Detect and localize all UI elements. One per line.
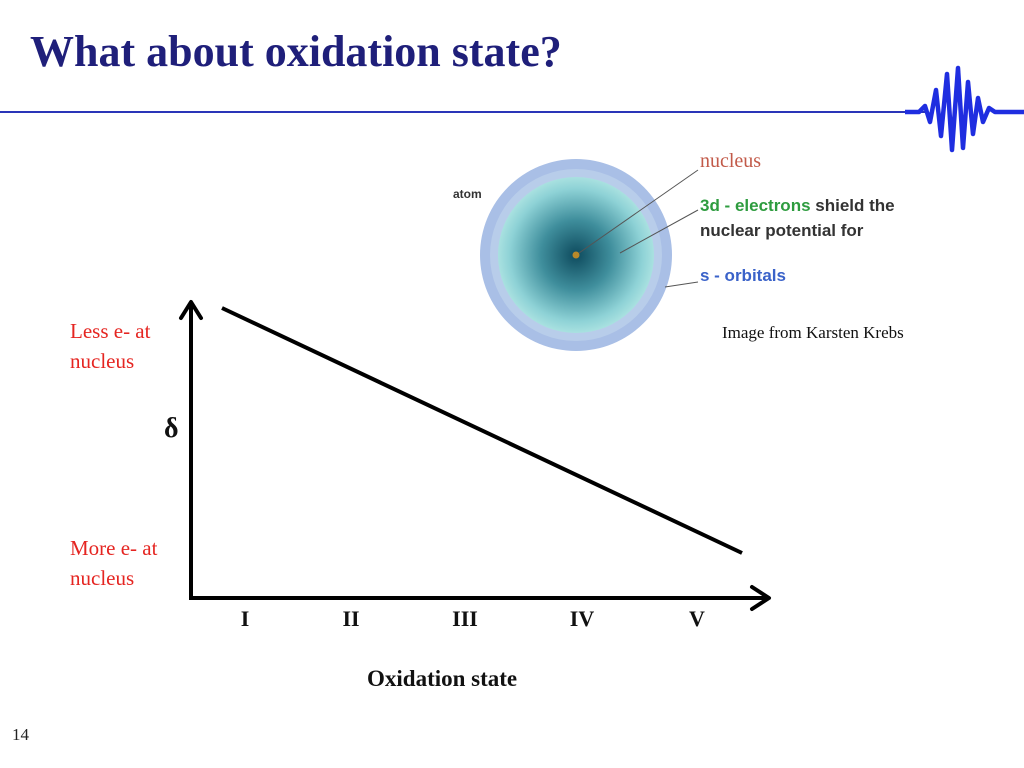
- nucleus-label: nucleus: [700, 150, 762, 172]
- y-axis-top-label: Less e- at nucleus: [70, 319, 151, 373]
- y-axis-arrowhead: [179, 300, 203, 320]
- electrons-label: 3d - electrons: [700, 196, 811, 215]
- y-axis-bottom-label: More e- at nucleus: [70, 536, 158, 590]
- nucleus-dot: [572, 251, 580, 259]
- shield-text-line-2: nuclear potential for: [700, 221, 864, 240]
- title-divider: [0, 111, 926, 113]
- slide-number: 14: [12, 725, 29, 744]
- x-axis-arrowhead: [750, 585, 771, 611]
- shield-text-line-1: 3d - electrons shield the: [700, 196, 895, 216]
- wave-logo-icon: [905, 65, 1024, 153]
- x-axis-title: Oxidation state: [367, 666, 518, 691]
- shield-verb: shield the: [815, 196, 895, 215]
- y-axis-symbol: δ: [164, 413, 179, 444]
- atom-label: atom: [453, 187, 482, 201]
- slide-title: What about oxidation state?: [30, 27, 562, 76]
- x-tick-label: III: [452, 606, 478, 631]
- image-credit: Image from Karsten Krebs: [722, 323, 904, 342]
- x-tick-label: I: [240, 606, 250, 631]
- atom-illustration: [480, 159, 699, 351]
- s-orbitals-label: s - orbitals: [700, 266, 786, 285]
- trend-line: [221, 306, 743, 555]
- x-tick-label: IV: [569, 606, 595, 631]
- x-tick-label: II: [342, 606, 360, 631]
- x-tick-label: V: [689, 606, 705, 631]
